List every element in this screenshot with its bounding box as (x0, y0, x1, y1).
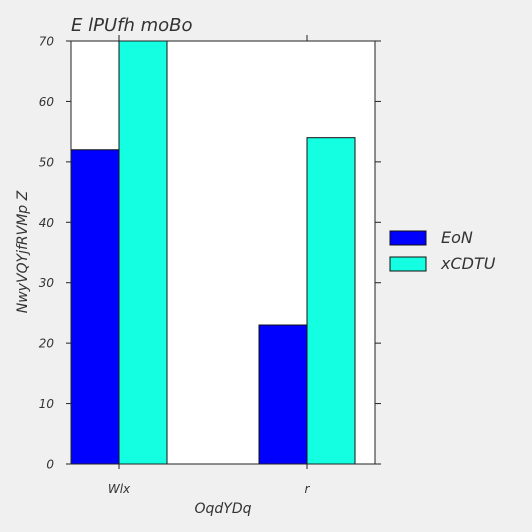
y-axis-label: NwyVQYjfRVMp Z (15, 190, 31, 313)
bar-xCDTU-Wlx (118, 40, 168, 465)
y-tick-label: 40 (39, 216, 55, 230)
legend-swatch-xCDTU (389, 256, 427, 272)
y-tick-label: 0 (46, 458, 54, 472)
x-tick-label: r (305, 482, 311, 496)
x-axis-ticks: Wlx r (108, 35, 311, 496)
y-tick-label: 10 (39, 397, 55, 411)
y-tick-label: 30 (39, 276, 55, 290)
y-tick-label: 60 (39, 95, 55, 109)
bar-EoN-r (258, 324, 308, 465)
chart-title: E lPUfh moBo (71, 15, 193, 36)
legend: EoN xCDTU (389, 228, 496, 273)
y-tick-label: 70 (39, 35, 55, 49)
legend-swatch-EoN (389, 230, 427, 246)
bar-xCDTU-r (306, 137, 356, 465)
bars-group (70, 40, 356, 465)
x-axis-label: OqdYDq (194, 501, 251, 517)
x-tick-label: Wlx (108, 482, 131, 496)
bar-EoN-Wlx (70, 149, 120, 465)
legend-label-xCDTU: xCDTU (440, 254, 496, 273)
y-axis-ticks: 0 10 20 30 40 50 60 70 (39, 35, 381, 472)
plot-frame (70, 40, 376, 465)
y-tick-label: 20 (39, 337, 55, 351)
legend-label-EoN: EoN (441, 228, 473, 247)
y-tick-label: 50 (39, 155, 55, 169)
